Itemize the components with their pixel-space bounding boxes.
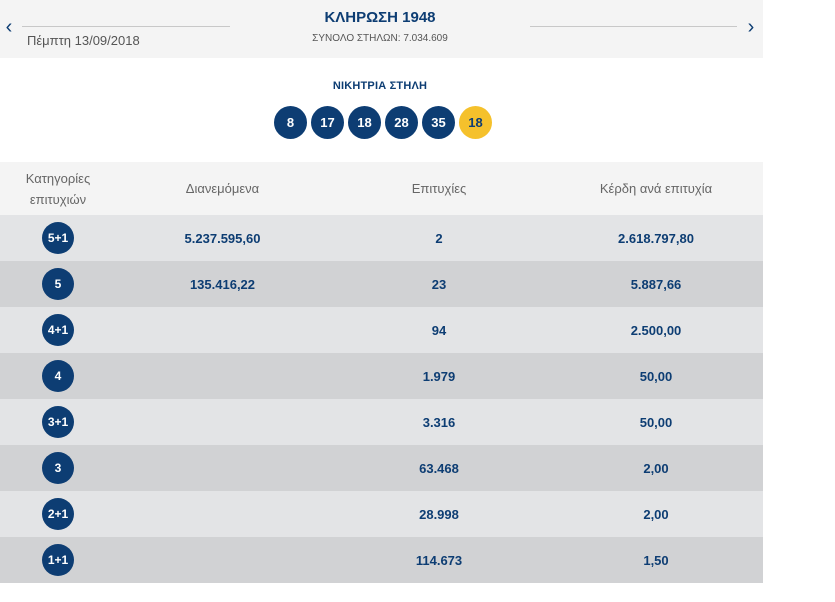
header-category-line2: επιτυχιών [29, 191, 87, 207]
table-row: 4+1 94 2.500,00 [0, 307, 763, 353]
distributed-cell [116, 353, 329, 399]
distributed-cell [116, 445, 329, 491]
distributed-cell: 135.416,22 [189, 276, 256, 292]
winners-cell: 114.673 [415, 552, 463, 568]
winning-number-ball: 18 [348, 106, 381, 139]
winning-number-ball: 8 [274, 106, 307, 139]
category-badge: 4 [42, 360, 74, 392]
chevron-left-icon[interactable]: ‹ [5, 16, 13, 38]
header-prize: Κέρδη ανά επιτυχία [599, 181, 713, 196]
winning-column-label: ΝΙΚΗΤΡΙΑ ΣΤΗΛΗ [332, 80, 428, 92]
winning-number-ball: 28 [385, 106, 418, 139]
table-row: 1+1 114.673 1,50 [0, 537, 763, 583]
draw-title: ΚΛΗΡΩΣΗ 1948 [324, 9, 436, 26]
winning-number-ball: 17 [311, 106, 344, 139]
prize-cell: 2,00 [643, 460, 669, 476]
prize-cell: 2,00 [643, 506, 669, 522]
prize-table-header: Κατηγορίες επιτυχιών Διανεμόμενα Επιτυχί… [0, 162, 763, 215]
winners-cell: 2 [435, 230, 443, 246]
table-row: 3 63.468 2,00 [0, 445, 763, 491]
table-row: 5+1 5.237.595,60 2 2.618.797,80 [0, 215, 763, 261]
winning-numbers: 8 17 18 28 35 18 [274, 106, 492, 139]
joker-number-ball: 18 [459, 106, 492, 139]
distributed-cell: 5.237.595,60 [184, 230, 261, 246]
winners-cell: 28.998 [419, 506, 459, 522]
prize-cell: 1,50 [643, 552, 669, 568]
category-badge: 5+1 [42, 222, 74, 254]
prize-cell: 2.500,00 [630, 322, 682, 338]
winners-cell: 3.316 [422, 414, 456, 430]
prize-cell: 2.618.797,80 [618, 230, 694, 246]
distributed-cell [116, 537, 329, 583]
winning-number-ball: 35 [422, 106, 455, 139]
prize-cell: 5.887,66 [630, 276, 682, 292]
table-row: 2+1 28.998 2,00 [0, 491, 763, 537]
header-category-line1: Κατηγορίες [25, 170, 91, 186]
draw-header: ‹ Πέμπτη 13/09/2018 ΚΛΗΡΩΣΗ 1948 ΣΥΝΟΛΟ … [0, 0, 763, 58]
category-badge: 5 [42, 268, 74, 300]
prize-cell: 50,00 [639, 414, 673, 430]
winners-cell: 63.468 [419, 460, 459, 476]
distributed-cell [116, 307, 329, 353]
winners-cell: 94 [431, 322, 447, 338]
draw-date: Πέμπτη 13/09/2018 [27, 33, 140, 48]
table-row: 5 135.416,22 23 5.887,66 [0, 261, 763, 307]
category-badge: 2+1 [42, 498, 74, 530]
header-category: Κατηγορίες επιτυχιών [0, 162, 116, 215]
category-badge: 3 [42, 452, 74, 484]
header-winners: Επιτυχίες [411, 181, 467, 196]
distributed-cell [116, 399, 329, 445]
table-row: 4 1.979 50,00 [0, 353, 763, 399]
header-divider-right [530, 26, 737, 27]
category-badge: 4+1 [42, 314, 74, 346]
winners-cell: 23 [431, 276, 447, 292]
header-divider-left [22, 26, 230, 27]
total-columns: ΣΥΝΟΛΟ ΣΤΗΛΩΝ: 7.034.609 [312, 33, 448, 44]
chevron-right-icon[interactable]: › [747, 16, 755, 38]
category-badge: 1+1 [42, 544, 74, 576]
table-row: 3+1 3.316 50,00 [0, 399, 763, 445]
distributed-cell [116, 491, 329, 537]
prize-table: Κατηγορίες επιτυχιών Διανεμόμενα Επιτυχί… [0, 162, 763, 583]
draw-results-panel: ‹ Πέμπτη 13/09/2018 ΚΛΗΡΩΣΗ 1948 ΣΥΝΟΛΟ … [0, 0, 763, 583]
category-badge: 3+1 [42, 406, 74, 438]
prize-cell: 50,00 [639, 368, 673, 384]
winners-cell: 1.979 [422, 368, 456, 384]
header-distributed: Διανεμόμενα [185, 181, 260, 196]
